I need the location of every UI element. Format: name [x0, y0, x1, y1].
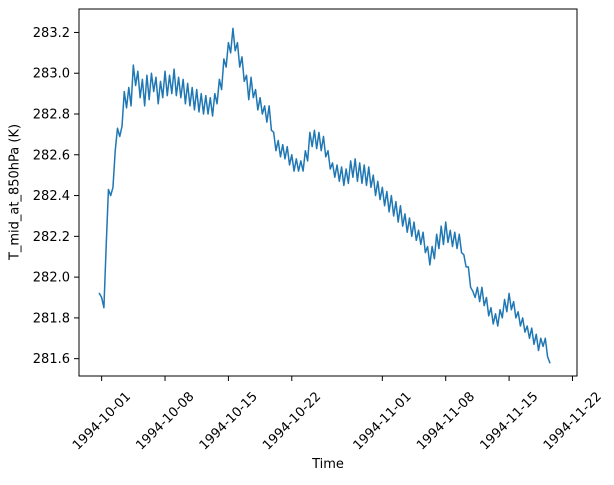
x-tick-label: 1994-11-15	[477, 389, 541, 453]
y-tick-label: 282.2	[33, 230, 70, 245]
y-tick-label: 282.6	[33, 148, 70, 163]
x-tick-label: 1994-10-22	[260, 389, 324, 453]
plot-area	[78, 8, 578, 377]
temperature-line	[98, 27, 551, 364]
y-tick-label: 283.0	[33, 67, 70, 82]
y-tick-label: 283.2	[33, 26, 70, 41]
x-tick-label: 1994-10-01	[70, 389, 134, 453]
x-tick-label: 1994-11-01	[351, 389, 415, 453]
x-axis-label: Time	[312, 457, 344, 472]
y-tick-label: 282.8	[33, 108, 70, 123]
x-tick-label: 1994-10-08	[133, 389, 197, 453]
x-tick-label: 1994-10-15	[197, 389, 261, 453]
y-tick-label: 282.4	[33, 189, 70, 204]
y-tick-label: 281.8	[33, 311, 70, 326]
y-tick-label: 281.6	[33, 352, 70, 367]
y-axis-label: T_mid_at_850hPa (K)	[7, 123, 23, 261]
x-tick-label: 1994-11-08	[414, 389, 478, 453]
x-tick-label: 1994-11-22	[541, 389, 605, 453]
y-tick-label: 282.0	[33, 271, 70, 286]
